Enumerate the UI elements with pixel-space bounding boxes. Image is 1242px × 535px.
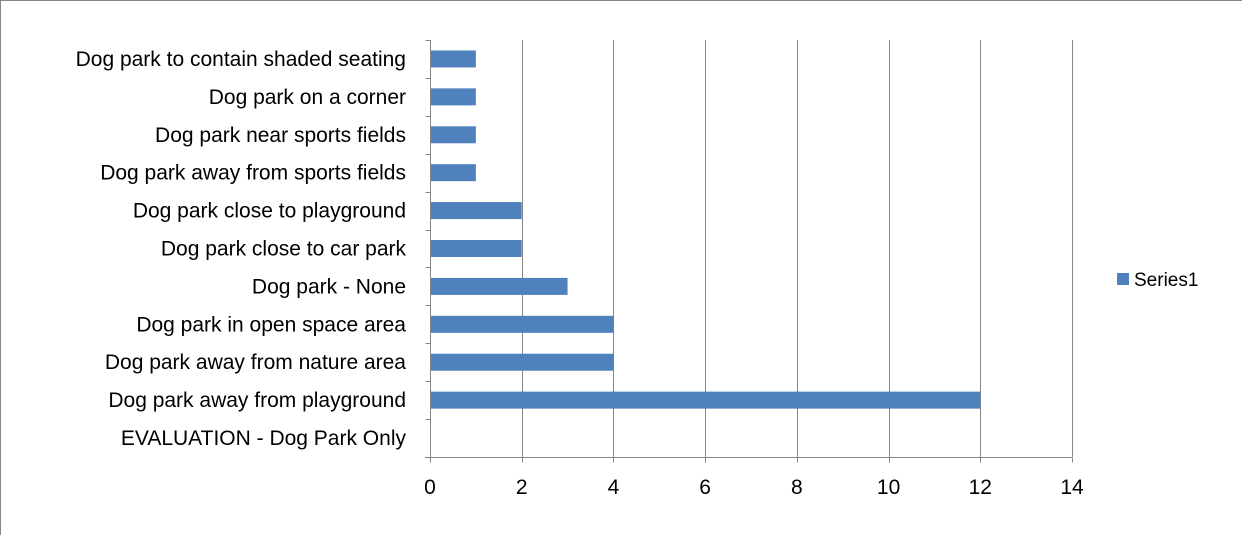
bar-10 (431, 50, 476, 68)
gridlines (522, 40, 1073, 457)
bar-1 (431, 391, 981, 409)
category-label: EVALUATION - Dog Park Only (121, 427, 407, 450)
category-label: Dog park - None (252, 275, 406, 298)
bar-3 (431, 315, 614, 333)
x-tick-label: 0 (424, 476, 436, 499)
bars (431, 50, 981, 409)
x-tick-label: 6 (699, 476, 711, 499)
legend-label: Series1 (1134, 270, 1198, 291)
category-label: Dog park close to playground (133, 200, 406, 223)
category-label: Dog park on a corner (209, 86, 406, 109)
category-label: Dog park away from sports fields (100, 162, 406, 185)
category-labels: EVALUATION - Dog Park Only Dog park away … (76, 48, 407, 450)
category-label: Dog park near sports fields (155, 124, 406, 147)
bar-4 (431, 277, 568, 295)
axes (425, 40, 1073, 463)
category-label: Dog park away from playground (108, 389, 406, 412)
bar-5 (431, 240, 522, 257)
x-tick-label: 14 (1060, 476, 1084, 499)
x-tick-label: 12 (969, 476, 992, 499)
x-tick-label: 2 (516, 476, 528, 499)
x-tick-label: 8 (791, 476, 803, 499)
x-tick-labels: 0 2 4 6 8 10 12 14 (424, 476, 1084, 499)
category-label: Dog park away from nature area (105, 351, 406, 374)
legend: Series1 (1117, 270, 1198, 291)
bar-7 (431, 164, 476, 182)
x-tick-label: 10 (877, 476, 900, 499)
category-label: Dog park to contain shaded seating (76, 48, 406, 71)
category-label: Dog park in open space area (136, 313, 406, 336)
bar-8 (431, 126, 476, 144)
legend-swatch (1117, 273, 1129, 285)
bar-6 (431, 202, 522, 220)
category-label: Dog park close to car park (161, 238, 407, 261)
x-tick-label: 4 (608, 476, 620, 499)
bar-9 (431, 88, 476, 106)
bar-2 (431, 353, 614, 371)
